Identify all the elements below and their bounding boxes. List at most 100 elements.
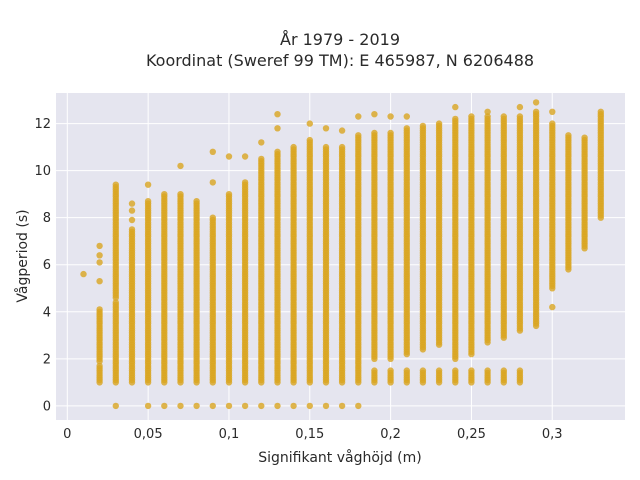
- data-point: [419, 367, 427, 374]
- data-point: [128, 200, 136, 207]
- data-point: [274, 111, 281, 118]
- y-tick-label: 8: [43, 211, 51, 226]
- y-tick-label: 12: [34, 117, 51, 132]
- data-point: [258, 139, 265, 146]
- data-point: [177, 402, 184, 410]
- data-point: [338, 143, 346, 151]
- data-point: [435, 367, 443, 374]
- data-point: [338, 127, 346, 134]
- y-axis-title: Vågperiod (s): [14, 209, 31, 302]
- data-point: [96, 278, 103, 285]
- data-point: [306, 402, 313, 410]
- data-point: [225, 191, 233, 198]
- data-point: [371, 129, 378, 137]
- x-axis-title: Signifikant våghöjd (m): [258, 449, 421, 466]
- data-point: [500, 367, 507, 374]
- data-point: [516, 367, 524, 374]
- x-tick-label: 0,05: [134, 427, 163, 442]
- data-point: [581, 134, 588, 141]
- data-point: [241, 179, 249, 186]
- data-point: [161, 191, 168, 198]
- x-tick-label: 0: [63, 427, 71, 442]
- data-point: [241, 402, 249, 410]
- data-point: [532, 108, 540, 116]
- data-point: [128, 216, 136, 224]
- data-point: [403, 113, 410, 120]
- y-tick-label: 4: [43, 305, 51, 320]
- data-point: [144, 181, 152, 188]
- data-point: [549, 120, 556, 127]
- data-point: [128, 207, 136, 214]
- data-point: [322, 125, 330, 132]
- data-point: [306, 136, 313, 144]
- data-point: [484, 108, 491, 116]
- data-point: [209, 402, 216, 410]
- data-point: [338, 402, 346, 410]
- y-tick-labels: 0 2 4 6 8 10 12: [34, 117, 51, 414]
- data-point: [355, 113, 362, 120]
- data-point: [403, 367, 410, 374]
- data-point: [177, 191, 184, 198]
- data-point: [225, 153, 233, 160]
- data-point: [112, 181, 120, 188]
- data-point: [468, 113, 475, 120]
- data-point: [322, 143, 330, 151]
- data-point: [403, 125, 410, 132]
- data-point: [306, 120, 313, 127]
- data-point: [549, 303, 556, 311]
- data-point: [96, 252, 103, 259]
- data-point: [355, 132, 362, 139]
- data-point: [274, 148, 281, 155]
- data-point: [290, 402, 297, 410]
- data-point: [322, 402, 330, 410]
- data-point: [532, 99, 540, 106]
- data-point: [161, 402, 168, 410]
- data-point: [484, 367, 491, 374]
- data-point: [371, 111, 378, 118]
- data-point: [209, 214, 216, 221]
- x-tick-label: 0,1: [219, 427, 240, 442]
- data-point: [258, 155, 265, 163]
- data-points: [80, 99, 604, 410]
- data-point: [209, 179, 216, 186]
- data-point: [96, 306, 103, 313]
- x-tick-label: 0,2: [380, 427, 401, 442]
- data-point: [128, 226, 136, 233]
- data-point: [387, 129, 394, 137]
- data-point: [241, 153, 249, 160]
- data-point: [500, 113, 507, 120]
- data-point: [419, 122, 427, 130]
- data-point: [549, 108, 556, 116]
- y-tick-label: 10: [34, 164, 51, 179]
- data-point: [112, 299, 120, 306]
- y-tick-label: 0: [43, 399, 51, 414]
- data-point: [452, 367, 459, 374]
- data-point: [80, 270, 87, 278]
- data-point: [96, 259, 103, 266]
- data-point: [258, 402, 265, 410]
- x-tick-label: 0,25: [457, 427, 486, 442]
- data-point: [209, 148, 216, 155]
- x-tick-label: 0,3: [542, 427, 563, 442]
- data-point: [193, 198, 200, 205]
- data-point: [452, 115, 459, 123]
- data-point: [435, 120, 443, 127]
- x-tick-labels: 0 0,05 0,1 0,15 0,2 0,25 0,3: [63, 427, 562, 442]
- data-point: [387, 367, 394, 374]
- data-point: [597, 108, 604, 116]
- data-point: [96, 242, 103, 250]
- data-point: [144, 402, 152, 410]
- data-point: [96, 362, 103, 370]
- data-point: [177, 162, 184, 170]
- y-tick-label: 2: [43, 352, 51, 367]
- data-point: [193, 402, 200, 410]
- data-point: [274, 402, 281, 410]
- data-point: [225, 402, 233, 410]
- data-point: [565, 132, 572, 139]
- data-point: [371, 367, 378, 374]
- data-point: [355, 402, 362, 410]
- data-point: [484, 113, 491, 120]
- chart-title-line1: År 1979 - 2019: [280, 30, 400, 49]
